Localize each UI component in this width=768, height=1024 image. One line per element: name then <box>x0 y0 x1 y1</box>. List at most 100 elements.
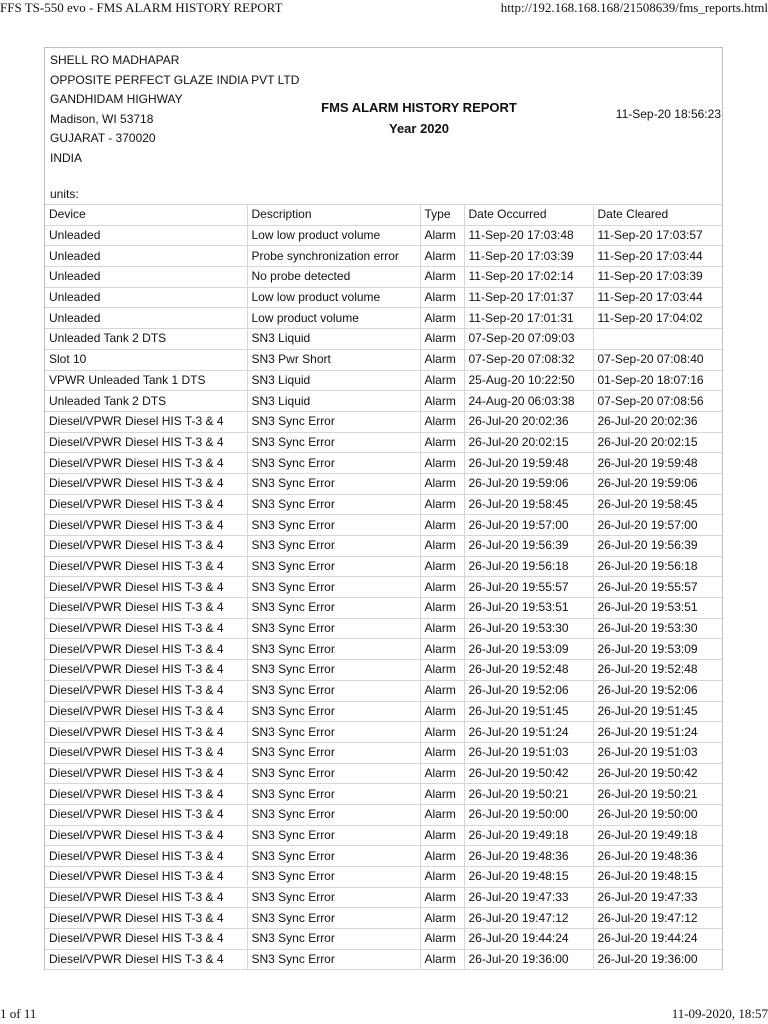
cell-date-cleared: 26-Jul-20 19:48:15 <box>593 866 722 888</box>
cell-description: No probe detected <box>247 266 421 288</box>
cell-device: Diesel/VPWR Diesel HIS T-3 & 4 <box>45 432 248 454</box>
cell-description: SN3 Sync Error <box>247 763 421 785</box>
cell-type: Alarm <box>420 452 465 474</box>
cell-date-cleared: 26-Jul-20 19:47:12 <box>593 907 722 930</box>
page-number: 1 of 11 <box>0 1006 37 1021</box>
cell-date-occurred: 26-Jul-20 19:44:24 <box>464 928 594 950</box>
cell-type: Alarm <box>420 783 465 805</box>
cell-date-cleared: 26-Jul-20 19:52:48 <box>593 659 722 681</box>
cell-description: SN3 Sync Error <box>247 411 421 433</box>
cell-device: Unleaded Tank 2 DTS <box>45 390 248 412</box>
cell-type: Alarm <box>420 494 465 516</box>
cell-date-cleared: 07-Sep-20 07:08:56 <box>593 390 722 412</box>
cell-device: Diesel/VPWR Diesel HIS T-3 & 4 <box>45 680 248 702</box>
cell-description: SN3 Sync Error <box>247 866 421 888</box>
cell-description: SN3 Sync Error <box>247 928 421 950</box>
cell-date-occurred: 26-Jul-20 19:36:00 <box>464 949 594 971</box>
cell-type: Alarm <box>420 721 465 743</box>
cell-date-occurred: 26-Jul-20 19:56:39 <box>464 535 594 557</box>
cell-type: Alarm <box>420 742 465 764</box>
cell-type: Alarm <box>420 556 465 578</box>
cell-description: SN3 Sync Error <box>247 721 421 743</box>
cell-device: Diesel/VPWR Diesel HIS T-3 & 4 <box>45 514 248 536</box>
report-container: SHELL RO MADHAPAR OPPOSITE PERFECT GLAZE… <box>44 47 723 971</box>
column-header-date-cleared: Date Cleared <box>593 205 722 226</box>
table-row: Diesel/VPWR Diesel HIS T-3 & 4 SN3 Sync E… <box>45 866 722 888</box>
cell-date-cleared: 11-Sep-20 17:03:57 <box>593 225 722 247</box>
cell-device: Diesel/VPWR Diesel HIS T-3 & 4 <box>45 866 248 888</box>
cell-device: Unleaded <box>45 225 248 247</box>
cell-description: Probe synchronization error <box>247 245 421 268</box>
cell-description: SN3 Sync Error <box>247 514 421 536</box>
cell-date-cleared: 26-Jul-20 20:02:15 <box>593 432 722 454</box>
cell-description: SN3 Liquid <box>247 370 421 392</box>
cell-type: Alarm <box>420 866 465 888</box>
cell-date-occurred: 07-Sep-20 07:09:03 <box>464 328 594 350</box>
cell-device: Diesel/VPWR Diesel HIS T-3 & 4 <box>45 597 248 619</box>
cell-type: Alarm <box>420 266 465 288</box>
cell-date-cleared: 07-Sep-20 07:08:40 <box>593 349 722 371</box>
cell-date-cleared: 26-Jul-20 19:48:36 <box>593 845 722 867</box>
units-label: units: <box>50 187 79 201</box>
cell-date-occurred: 26-Jul-20 19:48:15 <box>464 866 594 888</box>
cell-description: Low low product volume <box>247 287 421 309</box>
cell-date-cleared: 26-Jul-20 19:59:48 <box>593 452 722 474</box>
table-row: Diesel/VPWR Diesel HIS T-3 & 4 SN3 Sync E… <box>45 618 722 640</box>
table-row: Diesel/VPWR Diesel HIS T-3 & 4 SN3 Sync E… <box>45 514 722 536</box>
cell-date-cleared: 26-Jul-20 19:56:18 <box>593 556 722 578</box>
cell-date-cleared: 26-Jul-20 19:50:21 <box>593 783 722 805</box>
cell-device: Diesel/VPWR Diesel HIS T-3 & 4 <box>45 452 248 474</box>
table-row: Diesel/VPWR Diesel HIS T-3 & 4 SN3 Sync E… <box>45 473 722 495</box>
table-row: Diesel/VPWR Diesel HIS T-3 & 4 SN3 Sync E… <box>45 783 722 805</box>
column-header-device: Device <box>45 205 248 226</box>
cell-device: Diesel/VPWR Diesel HIS T-3 & 4 <box>45 659 248 681</box>
cell-date-cleared: 26-Jul-20 19:58:45 <box>593 494 722 516</box>
cell-date-cleared: 11-Sep-20 17:03:44 <box>593 245 722 268</box>
table-row: Diesel/VPWR Diesel HIS T-3 & 4 SN3 Sync E… <box>45 638 722 661</box>
cell-date-occurred: 11-Sep-20 17:03:39 <box>464 245 594 268</box>
cell-type: Alarm <box>420 638 465 661</box>
cell-date-occurred: 11-Sep-20 17:01:31 <box>464 307 594 330</box>
cell-description: Low low product volume <box>247 225 421 247</box>
cell-date-cleared: 26-Jul-20 19:47:33 <box>593 887 722 909</box>
cell-description: SN3 Sync Error <box>247 638 421 661</box>
cell-device: Diesel/VPWR Diesel HIS T-3 & 4 <box>45 411 248 433</box>
cell-device: Slot 10 <box>45 349 248 371</box>
table-row: Diesel/VPWR Diesel HIS T-3 & 4 SN3 Sync E… <box>45 659 722 681</box>
cell-date-occurred: 26-Jul-20 20:02:15 <box>464 432 594 454</box>
cell-description: SN3 Sync Error <box>247 473 421 495</box>
cell-type: Alarm <box>420 514 465 536</box>
cell-description: SN3 Sync Error <box>247 701 421 723</box>
cell-date-cleared: 26-Jul-20 19:52:06 <box>593 680 722 702</box>
cell-type: Alarm <box>420 245 465 268</box>
report-header: SHELL RO MADHAPAR OPPOSITE PERFECT GLAZE… <box>45 48 722 205</box>
cell-date-cleared: 26-Jul-20 19:51:03 <box>593 742 722 764</box>
table-row: Diesel/VPWR Diesel HIS T-3 & 4 SN3 Sync E… <box>45 452 722 474</box>
cell-description: SN3 Sync Error <box>247 680 421 702</box>
cell-date-occurred: 11-Sep-20 17:03:48 <box>464 225 594 247</box>
cell-date-occurred: 26-Jul-20 19:57:00 <box>464 514 594 536</box>
cell-date-occurred: 26-Jul-20 19:47:33 <box>464 887 594 909</box>
cell-date-occurred: 26-Jul-20 19:56:18 <box>464 556 594 578</box>
column-header-description: Description <box>247 205 421 226</box>
cell-device: Diesel/VPWR Diesel HIS T-3 & 4 <box>45 928 248 950</box>
print-page-url: http://192.168.168.168/21508639/fms_repo… <box>500 0 768 15</box>
cell-type: Alarm <box>420 349 465 371</box>
cell-description: SN3 Sync Error <box>247 618 421 640</box>
cell-date-cleared: 26-Jul-20 19:57:00 <box>593 514 722 536</box>
cell-date-cleared: 26-Jul-20 19:50:00 <box>593 804 722 826</box>
cell-date-cleared: 26-Jul-20 19:44:24 <box>593 928 722 950</box>
cell-date-occurred: 26-Jul-20 19:51:03 <box>464 742 594 764</box>
cell-type: Alarm <box>420 287 465 309</box>
table-row: Diesel/VPWR Diesel HIS T-3 & 4 SN3 Sync E… <box>45 721 722 743</box>
address-line: OPPOSITE PERFECT GLAZE INDIA PVT LTD <box>50 72 300 87</box>
cell-date-occurred: 24-Aug-20 06:03:38 <box>464 390 594 412</box>
cell-type: Alarm <box>420 307 465 330</box>
table-row: Diesel/VPWR Diesel HIS T-3 & 4 SN3 Sync E… <box>45 949 722 971</box>
cell-date-occurred: 26-Jul-20 19:49:18 <box>464 825 594 847</box>
cell-device: Unleaded <box>45 245 248 268</box>
column-header-type: Type <box>420 205 465 226</box>
table-row: Diesel/VPWR Diesel HIS T-3 & 4 SN3 Sync E… <box>45 680 722 702</box>
alarm-history-table: Device Description Type Date Occurred Da… <box>45 205 722 971</box>
cell-type: Alarm <box>420 432 465 454</box>
